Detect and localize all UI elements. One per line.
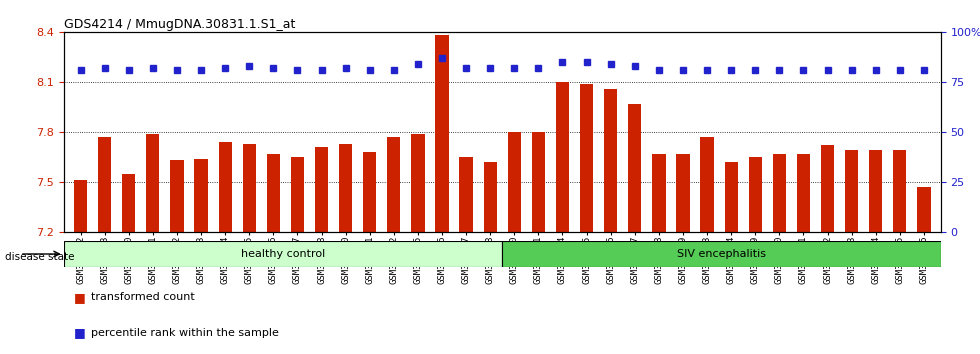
Bar [772, 154, 786, 232]
Bar [893, 150, 907, 232]
Bar [628, 103, 641, 232]
Bar [219, 142, 232, 232]
Bar [869, 150, 882, 232]
Bar [483, 162, 497, 232]
Bar [387, 137, 401, 232]
Bar [171, 160, 183, 232]
Text: ■: ■ [74, 326, 85, 339]
Text: disease state: disease state [5, 252, 74, 262]
Bar [653, 154, 665, 232]
Bar [724, 162, 738, 232]
Bar [797, 154, 810, 232]
Bar [122, 173, 135, 232]
Bar [604, 88, 617, 232]
Bar [701, 137, 713, 232]
Bar [146, 133, 160, 232]
Bar [74, 180, 87, 232]
Bar [364, 152, 376, 232]
Bar [917, 187, 931, 232]
Bar [580, 84, 593, 232]
Bar [339, 143, 352, 232]
Bar [845, 150, 858, 232]
Text: healthy control: healthy control [241, 249, 325, 259]
Bar [291, 157, 304, 232]
Text: transformed count: transformed count [91, 292, 195, 302]
Bar [315, 147, 328, 232]
Bar [749, 157, 761, 232]
Bar [532, 132, 545, 232]
Bar [64, 241, 502, 267]
Bar [460, 157, 472, 232]
Bar [556, 82, 569, 232]
Text: SIV encephalitis: SIV encephalitis [677, 249, 766, 259]
Bar [243, 143, 256, 232]
Bar [412, 133, 424, 232]
Bar [676, 154, 690, 232]
Bar [502, 241, 941, 267]
Bar [267, 154, 280, 232]
Text: percentile rank within the sample: percentile rank within the sample [91, 328, 279, 338]
Text: GDS4214 / MmugDNA.30831.1.S1_at: GDS4214 / MmugDNA.30831.1.S1_at [64, 18, 295, 31]
Bar [821, 145, 834, 232]
Bar [508, 132, 521, 232]
Bar [435, 35, 449, 232]
Text: ■: ■ [74, 291, 85, 304]
Bar [98, 137, 112, 232]
Bar [194, 159, 208, 232]
